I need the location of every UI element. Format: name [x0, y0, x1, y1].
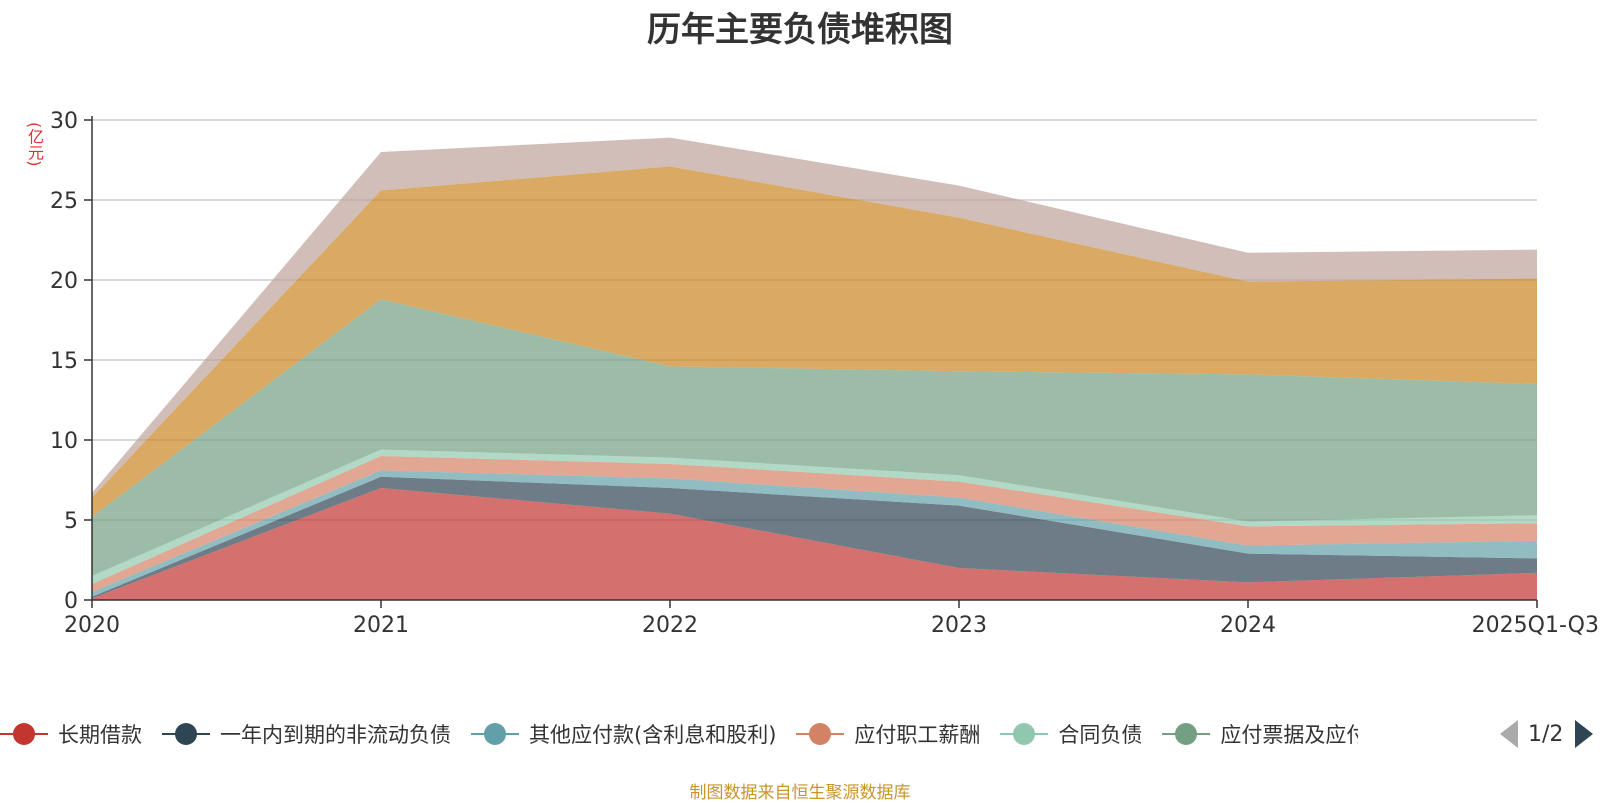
- pager-prev-icon[interactable]: [1500, 720, 1518, 748]
- area-series: [92, 166, 1537, 517]
- stacked-areas: [92, 137, 1537, 600]
- area-series: [92, 456, 1537, 592]
- legend-item[interactable]: 一年内到期的非流动负债: [162, 719, 451, 749]
- area-series: [92, 299, 1537, 576]
- area-series: [92, 470, 1537, 597]
- legend-pager: 1/2: [1500, 718, 1594, 750]
- x-tick-label: 2025Q1-Q3: [1472, 613, 1599, 638]
- area-series: [92, 488, 1537, 600]
- legend-marker-icon: [1162, 722, 1211, 746]
- axes: 0 5 10 15 20 25 30 2020 2021 2022 2023 2024 2025Q1-Q…: [50, 109, 1599, 638]
- legend-item[interactable]: 应付票据及应付账款: [1162, 719, 1358, 749]
- legend-marker-icon: [162, 722, 210, 746]
- chart-title: 历年主要负债堆积图: [647, 10, 953, 50]
- x-tick-label: 2024: [1220, 613, 1276, 638]
- legend-marker-icon: [1000, 722, 1049, 746]
- legend-item[interactable]: 应付职工薪酬: [796, 719, 980, 749]
- legend-label: 一年内到期的非流动负债: [220, 723, 451, 747]
- legend-item[interactable]: 合同负债: [1000, 719, 1142, 749]
- y-tick-label: 5: [64, 509, 78, 534]
- pager-indicator: 1/2: [1528, 721, 1564, 747]
- x-tick-label: 2021: [353, 613, 409, 638]
- y-axis-label: (亿元): [25, 122, 44, 167]
- legend-marker-icon: [0, 722, 48, 746]
- legend-label: 其他应付款(含利息和股利): [529, 723, 777, 747]
- y-tick-label: 15: [50, 349, 78, 374]
- y-tick-label: 20: [50, 269, 78, 294]
- legend-item[interactable]: 长期借款: [0, 719, 142, 749]
- y-tick-label: 0: [64, 589, 78, 614]
- y-tick-label: 30: [50, 109, 78, 134]
- area-series: [92, 476, 1537, 599]
- x-tick-label: 2023: [931, 613, 987, 638]
- legend-label: 长期借款: [58, 723, 142, 747]
- legend-marker-icon: [471, 722, 519, 746]
- y-tick-label: 10: [50, 429, 78, 454]
- legend-marker-icon: [796, 722, 845, 746]
- source-note: 制图数据来自恒生聚源数据库: [689, 783, 911, 803]
- legend-label: 应付职工薪酬: [854, 723, 981, 747]
- chart-plot: 0 5 10 15 20 25 30 2020 2021 2022 2023 2024 2025Q1-Q…: [50, 109, 1599, 638]
- legend-label: 应付票据及应付账款: [1220, 723, 1359, 747]
- legend-label: 合同负债: [1058, 723, 1143, 747]
- y-tick-label: 25: [50, 189, 78, 214]
- legend-label-clipped: 应付票据及应付账款: [1220, 719, 1358, 749]
- pager-next-icon[interactable]: [1575, 720, 1594, 748]
- legend: 长期借款 一年内到期的非流动负债 其他应付款(含利息和股利) 应付职工薪酬 合同…: [0, 716, 1378, 752]
- x-tick-label: 2022: [642, 613, 698, 638]
- x-tick-label: 2020: [64, 613, 120, 638]
- legend-item[interactable]: 其他应付款(含利息和股利): [471, 719, 776, 749]
